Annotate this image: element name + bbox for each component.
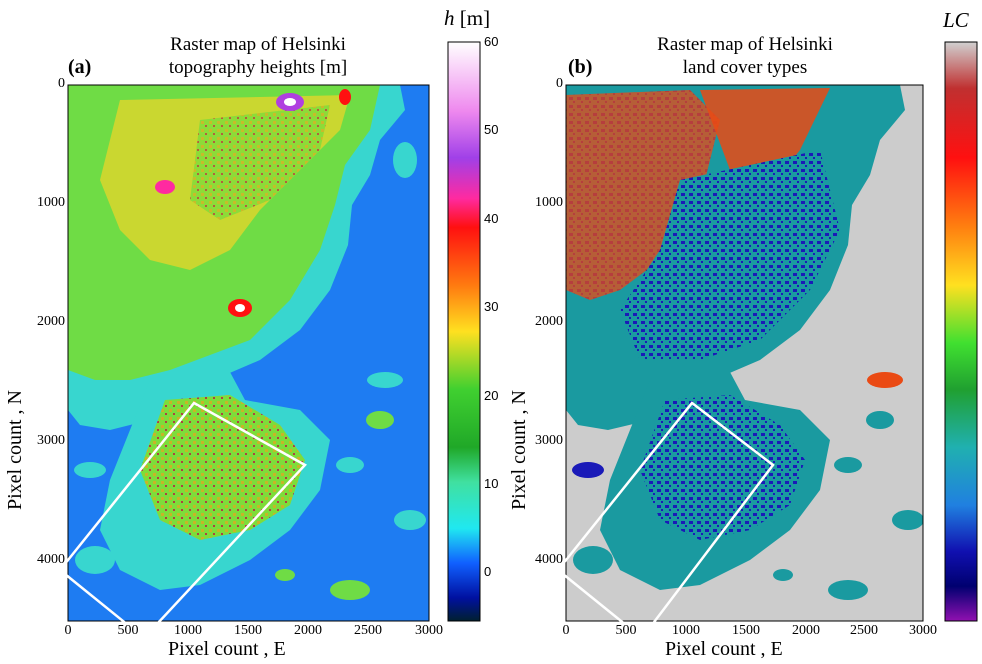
panel-b-forest-west-texture <box>566 90 720 300</box>
panel-b-title-line2: land cover types <box>682 57 808 78</box>
panel-a-island-3 <box>394 510 426 530</box>
panel-a-title-line1: Raster map of Helsinki <box>170 34 346 55</box>
panel-a-x-tick-1500: 1500 <box>234 623 262 638</box>
panel-a-hill-3-peak <box>235 304 245 312</box>
panel-b-island-9 <box>893 142 917 178</box>
panel-a-x-tick-2000: 2000 <box>294 623 322 638</box>
panel-b-island-3 <box>892 510 923 530</box>
panel-a-island-6 <box>336 457 364 473</box>
panel-a-island-4 <box>330 580 370 600</box>
panel-a-colorbar-tick-40: 40 <box>484 210 499 226</box>
panel-b-y-tick-2000: 2000 <box>535 314 563 329</box>
panel-b-map-frame <box>565 84 924 622</box>
panel-a-hill-2 <box>155 180 175 194</box>
panel-b-island-1 <box>866 411 894 429</box>
panel-a-x-tick-3000: 3000 <box>415 623 443 638</box>
panel-a-urban-centre <box>140 395 305 540</box>
panel-b-x-tick-0: 0 <box>562 623 570 638</box>
panel-b-x-tick-2500: 2500 <box>850 623 878 638</box>
panel-a-map-frame <box>67 84 430 622</box>
panel-b-xlabel: Pixel count , E <box>665 638 783 660</box>
panel-b-y-tick-3000: 3000 <box>535 433 563 448</box>
panel-b-urban-centre <box>640 395 805 540</box>
panel-b-island-6 <box>834 457 862 473</box>
panel-b-x-tick-500: 500 <box>615 623 637 638</box>
panel-b-colorbar <box>944 41 978 622</box>
panel-b-island-5 <box>773 569 793 581</box>
panel-a-colorbar-tick-50: 50 <box>484 122 499 138</box>
panel-a-hill-1-peak <box>284 98 296 106</box>
panel-a-urban-north <box>190 105 330 220</box>
panel-b-title-line1: Raster map of Helsinki <box>657 34 833 55</box>
panel-a-title: Raster map of Helsinki topography height… <box>133 33 383 79</box>
panel-b-urban-north <box>620 150 840 360</box>
panel-a-colorbar-tick-10: 10 <box>484 475 499 491</box>
panel-a-x-tick-500: 500 <box>117 623 139 638</box>
panel-a-island-9 <box>393 142 417 178</box>
panel-b-x-tick-1000: 1000 <box>672 623 700 638</box>
panel-a-colorbar <box>447 41 481 622</box>
panel-a-y-tick-2000: 2000 <box>37 314 65 329</box>
panel-b-x-tick-3000: 3000 <box>909 623 937 638</box>
panel-b-island-4 <box>828 580 868 600</box>
panel-a-colorbar-tick-0: 0 <box>484 564 492 580</box>
panel-a-x-tick-0: 0 <box>64 623 72 638</box>
panel-b-y-tick-1000: 1000 <box>535 195 563 210</box>
panel-a-colorbar-tick-20: 20 <box>484 387 499 403</box>
panel-a-island-2 <box>367 372 403 388</box>
panel-a-xlabel: Pixel count , E <box>168 638 286 660</box>
panel-a-colorbar-tick-60: 60 <box>484 34 499 49</box>
panel-b-island-7 <box>573 546 613 574</box>
panel-a-label: (a) <box>68 56 92 78</box>
panel-b-colorbar-title: LC <box>943 8 969 33</box>
panel-a-island-7 <box>75 546 115 574</box>
panel-b-study-area-box <box>556 401 775 640</box>
panel-a-island-5 <box>275 569 295 581</box>
panel-b-island-2 <box>867 372 903 388</box>
panel-a-y-tick-3000: 3000 <box>37 433 65 448</box>
panel-a-colorbar-tick-30: 30 <box>484 299 499 315</box>
panel-a-map <box>68 85 429 621</box>
panel-b-island-8 <box>572 462 604 478</box>
panel-b-y-tick-4000: 4000 <box>535 552 563 567</box>
panel-a-island-1 <box>366 411 394 429</box>
panel-a-hill-4 <box>339 89 351 105</box>
panel-b-x-tick-2000: 2000 <box>792 623 820 638</box>
panel-a-title-line2: topography heights [m] <box>168 57 348 78</box>
panel-a-x-tick-1000: 1000 <box>174 623 202 638</box>
panel-a-colorbar-title: h [m] <box>444 6 490 31</box>
panel-a-study-area-box <box>58 401 308 640</box>
panel-a-y-tick-0: 0 <box>58 76 65 91</box>
panel-b-x-tick-1500: 1500 <box>732 623 760 638</box>
panel-a-island-8 <box>74 462 106 478</box>
panel-a-colorbar-symbol: h <box>444 6 455 30</box>
panel-b-title: Raster map of Helsinki land cover types <box>620 33 870 79</box>
panel-b-map <box>566 85 923 621</box>
panel-a-x-tick-2500: 2500 <box>354 623 382 638</box>
panel-a-y-tick-4000: 4000 <box>37 552 65 567</box>
panel-a-colorbar-unit: [m] <box>459 6 491 30</box>
panel-a-y-tick-1000: 1000 <box>37 195 65 210</box>
panel-b-label: (b) <box>568 56 593 78</box>
panel-b-colorbar-symbol: LC <box>943 8 969 32</box>
panel-b-y-tick-0: 0 <box>556 76 563 91</box>
